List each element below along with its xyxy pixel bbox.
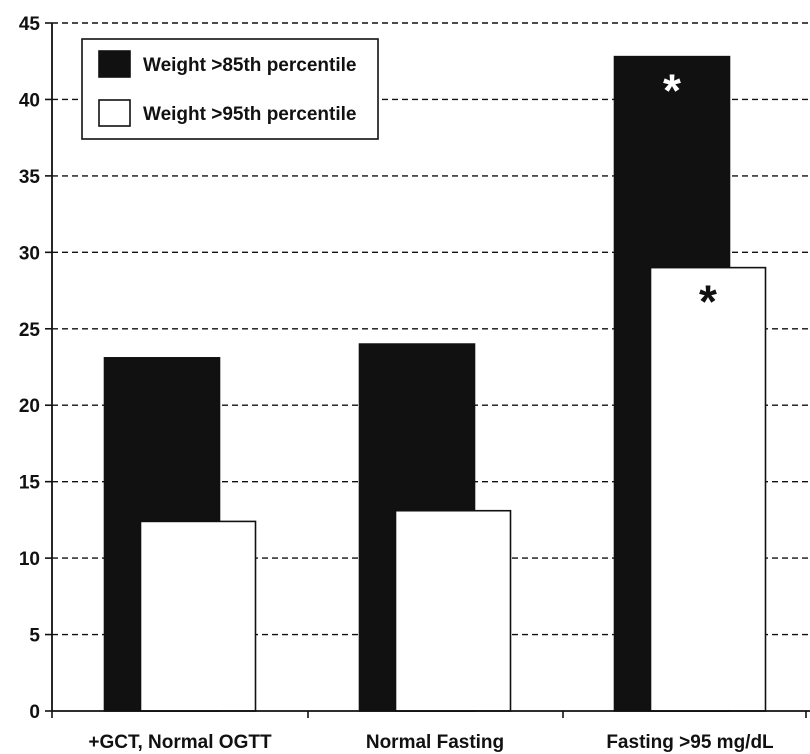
significance-asterisk: *: [699, 276, 717, 328]
y-tick-label: 35: [19, 167, 41, 188]
y-tick-label: 30: [19, 243, 40, 264]
legend-swatch: [98, 50, 131, 78]
x-tick-label: Normal Fasting: [366, 732, 504, 753]
legend-swatch: [98, 99, 131, 127]
bars: [103, 55, 767, 712]
x-axis: +GCT, Normal OGTT Normal Fasting Fasting >…: [51, 710, 810, 753]
bar-weight-95th-1: [394, 509, 512, 712]
y-tick-label: 15: [19, 473, 41, 494]
y-tick-label: 40: [19, 90, 40, 111]
bar-weight-95th-2: [649, 266, 767, 712]
significance-asterisk: *: [663, 65, 681, 117]
y-tick-label: 25: [19, 320, 41, 341]
legend-label: Weight >95th percentile: [143, 104, 356, 125]
legend-label: Weight >85th percentile: [143, 55, 356, 76]
bar-weight-95th-0: [139, 520, 257, 712]
x-tick-label: +GCT, Normal OGTT: [88, 732, 272, 753]
y-tick-label: 45: [19, 14, 41, 35]
legend: Weight >85th percentile Weight >95th perc…: [81, 38, 379, 140]
y-axis: 0 5 10 15 20 25 30 35 40 45: [19, 14, 53, 723]
legend-box: [81, 38, 379, 140]
x-tick-label: Fasting >95 mg/dL: [606, 732, 774, 753]
y-tick-label: 5: [29, 626, 40, 647]
y-tick-label: 20: [19, 396, 40, 417]
y-tick-label: 10: [19, 549, 40, 570]
y-tick-label: 0: [29, 702, 40, 723]
annotations: **: [663, 65, 717, 328]
